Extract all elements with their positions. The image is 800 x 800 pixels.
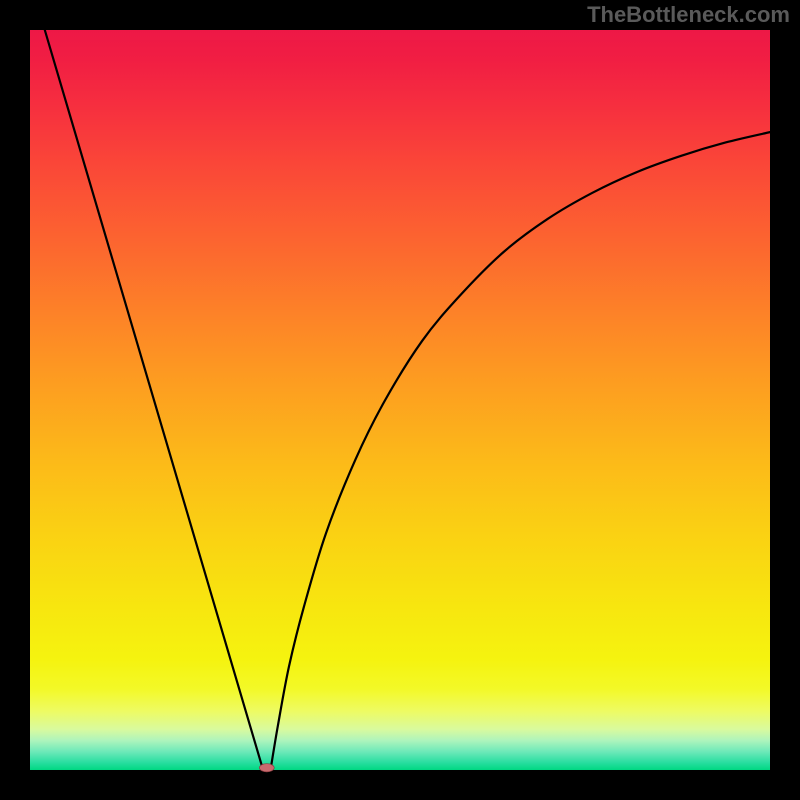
optimal-marker (259, 764, 274, 772)
plot-area (30, 30, 770, 770)
watermark-text: TheBottleneck.com (587, 2, 790, 28)
bottleneck-chart (0, 0, 800, 800)
chart-svg (0, 0, 800, 800)
